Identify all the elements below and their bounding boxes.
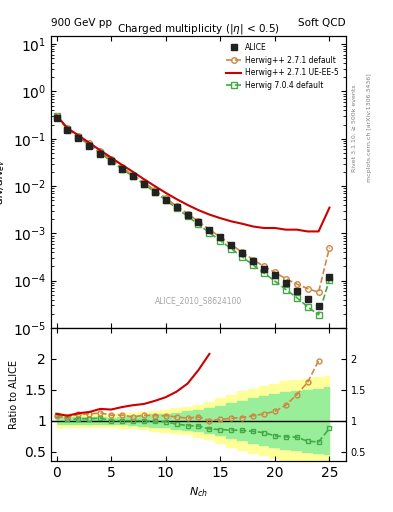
Y-axis label: $dN/dN_{ev}$: $dN/dN_{ev}$ bbox=[0, 159, 7, 205]
Title: Charged multiplicity ($|\eta|$ < 0.5): Charged multiplicity ($|\eta|$ < 0.5) bbox=[117, 22, 280, 36]
X-axis label: $N_{ch}$: $N_{ch}$ bbox=[189, 485, 208, 499]
Legend: ALICE, Herwig++ 2.7.1 default, Herwig++ 2.7.1 UE-EE-5, Herwig 7.0.4 default: ALICE, Herwig++ 2.7.1 default, Herwig++ … bbox=[223, 39, 342, 93]
Text: Soft QCD: Soft QCD bbox=[298, 18, 346, 28]
Text: mcplots.cern.ch [arXiv:1306.3436]: mcplots.cern.ch [arXiv:1306.3436] bbox=[367, 74, 373, 182]
Text: ALICE_2010_S8624100: ALICE_2010_S8624100 bbox=[155, 295, 242, 305]
Text: Rivet 3.1.10, ≥ 500k events: Rivet 3.1.10, ≥ 500k events bbox=[352, 84, 357, 172]
Text: 900 GeV pp: 900 GeV pp bbox=[51, 18, 112, 28]
Y-axis label: Ratio to ALICE: Ratio to ALICE bbox=[9, 360, 19, 429]
